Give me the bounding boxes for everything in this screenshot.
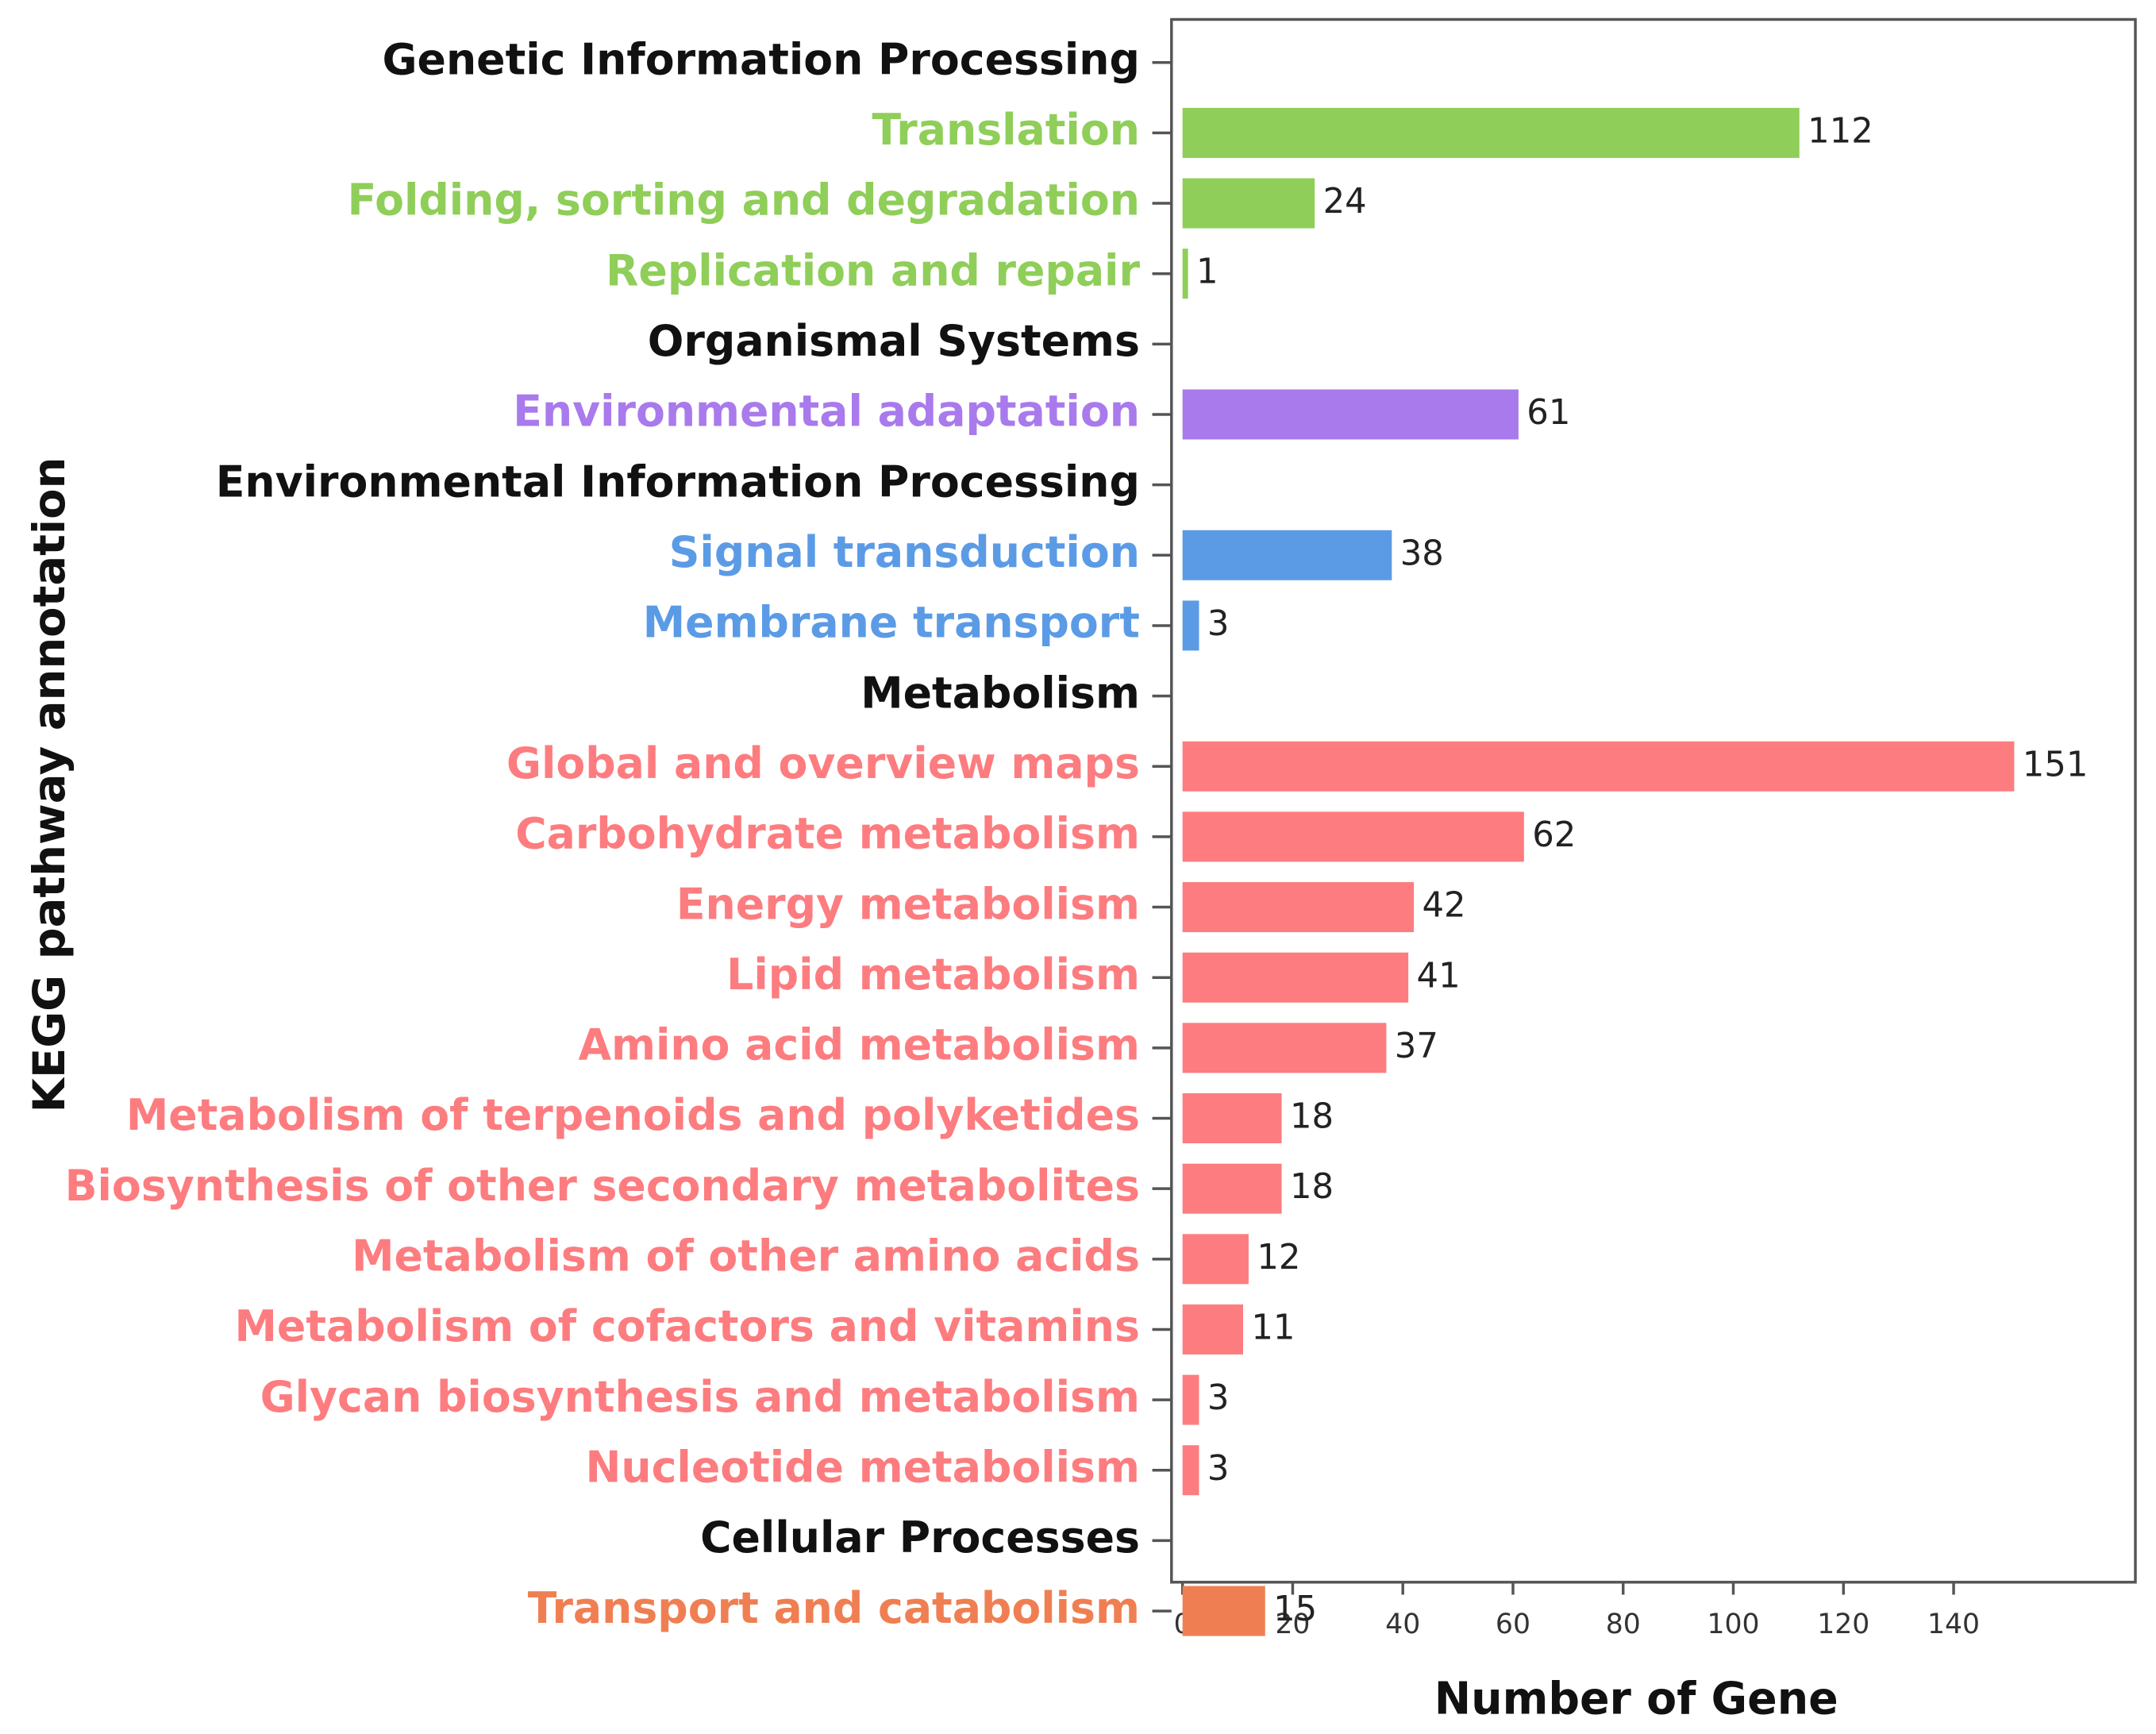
bar xyxy=(1182,1163,1282,1214)
y-tick-label: Amino acid metabolism xyxy=(578,1019,1139,1069)
value-label: 42 xyxy=(1422,885,1465,925)
value-label: 61 xyxy=(1527,393,1570,433)
y-tick-label: Genetic Information Processing xyxy=(382,34,1139,84)
value-label: 38 xyxy=(1400,534,1444,573)
value-label: 3 xyxy=(1207,1449,1230,1489)
y-tick-label: Metabolism of terpenoids and polyketides xyxy=(126,1090,1140,1140)
y-tick-label: Replication and repair xyxy=(606,245,1140,295)
x-tick-label: 60 xyxy=(1496,1609,1530,1640)
y-tick-label: Nucleotide metabolism xyxy=(585,1442,1139,1492)
y-tick-label: Cellular Processes xyxy=(700,1512,1140,1563)
x-axis-title: Number of Gene xyxy=(1434,1673,1838,1724)
bar xyxy=(1182,741,2015,792)
bar xyxy=(1182,530,1392,580)
bar xyxy=(1182,1374,1199,1425)
bar xyxy=(1182,952,1409,1003)
bar xyxy=(1182,811,1524,862)
y-tick-label: Environmental adaptation xyxy=(513,386,1140,436)
y-tick-label: Metabolism of cofactors and vitamins xyxy=(235,1301,1140,1351)
y-tick-label: Global and overview maps xyxy=(506,738,1140,788)
value-label: 1 xyxy=(1196,252,1219,292)
bar xyxy=(1182,1093,1282,1144)
bar xyxy=(1182,1234,1249,1285)
value-label: 18 xyxy=(1290,1167,1334,1207)
bar xyxy=(1182,1304,1243,1354)
value-label: 151 xyxy=(2023,745,2089,784)
y-axis-title: KEGG pathway annotation xyxy=(24,457,75,1113)
value-label: 18 xyxy=(1290,1096,1334,1136)
value-label: 41 xyxy=(1417,956,1461,996)
bar xyxy=(1182,1445,1199,1496)
bar xyxy=(1182,1023,1387,1073)
bar xyxy=(1182,600,1199,651)
bar xyxy=(1182,389,1519,440)
y-tick-label: Carbohydrate metabolism xyxy=(515,808,1140,858)
y-tick-label: Signal transduction xyxy=(669,527,1140,577)
value-label: 37 xyxy=(1395,1027,1438,1066)
y-tick-label: Translation xyxy=(872,105,1140,155)
y-tick-label: Environmental Information Processing xyxy=(216,457,1140,507)
y-tick-label: Metabolism xyxy=(860,668,1140,718)
value-label: 112 xyxy=(1808,111,1873,151)
x-tick-label: 80 xyxy=(1606,1609,1641,1640)
y-tick-label: Metabolism of other amino acids xyxy=(352,1231,1140,1281)
y-tick-label: Folding, sorting and degradation xyxy=(348,175,1140,225)
y-tick-label: Biosynthesis of other secondary metaboli… xyxy=(65,1161,1140,1211)
value-label: 15 xyxy=(1273,1590,1317,1629)
value-label: 12 xyxy=(1257,1238,1300,1277)
x-tick-label: 40 xyxy=(1385,1609,1420,1640)
plot-frame xyxy=(1170,17,2137,1584)
y-tick-label: Transport and catabolism xyxy=(528,1583,1140,1633)
value-label: 62 xyxy=(1532,815,1576,855)
value-label: 11 xyxy=(1251,1308,1295,1347)
bar xyxy=(1182,1586,1265,1636)
bar xyxy=(1182,107,1800,158)
bar xyxy=(1182,249,1188,299)
value-label: 3 xyxy=(1207,604,1230,644)
x-tick-label: 120 xyxy=(1817,1609,1869,1640)
bar xyxy=(1182,178,1315,229)
value-label: 24 xyxy=(1323,182,1367,222)
y-tick-label: Lipid metabolism xyxy=(726,950,1140,1000)
y-tick-label: Glycan biosynthesis and metabolism xyxy=(260,1372,1140,1422)
x-tick-label: 100 xyxy=(1707,1609,1759,1640)
x-tick-label: 140 xyxy=(1927,1609,1980,1640)
value-label: 3 xyxy=(1207,1378,1230,1418)
y-tick-label: Energy metabolism xyxy=(676,879,1140,929)
bar xyxy=(1182,882,1415,933)
y-tick-label: Membrane transport xyxy=(643,597,1140,647)
x-tick-label: 20 xyxy=(1275,1609,1310,1640)
y-tick-label: Organismal Systems xyxy=(648,316,1140,366)
